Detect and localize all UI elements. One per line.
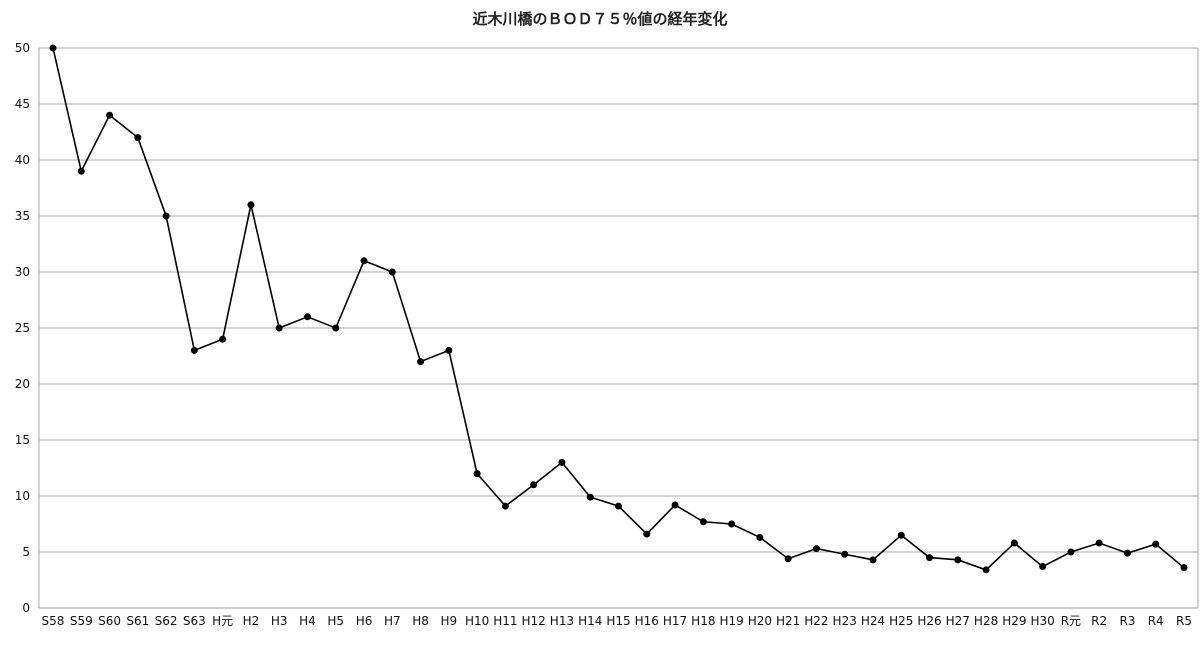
data-point xyxy=(417,358,425,366)
y-tick-label: 5 xyxy=(22,545,30,559)
data-point xyxy=(671,501,679,509)
x-tick-label: H16 xyxy=(635,614,659,628)
y-tick-label: 0 xyxy=(22,601,30,615)
x-tick-label: S61 xyxy=(126,614,149,628)
x-tick-label: H4 xyxy=(299,614,316,628)
x-tick-label: H3 xyxy=(271,614,288,628)
y-tick-label: 30 xyxy=(15,265,30,279)
x-tick-label: H元 xyxy=(212,614,233,628)
x-tick-label: S60 xyxy=(98,614,121,628)
x-tick-label: S62 xyxy=(155,614,178,628)
data-point xyxy=(162,212,170,220)
x-tick-label: H18 xyxy=(691,614,715,628)
data-point xyxy=(473,470,481,478)
y-tick-label: 10 xyxy=(15,489,30,503)
x-tick-label: S59 xyxy=(70,614,93,628)
x-tick-label: S63 xyxy=(183,614,206,628)
data-point xyxy=(954,556,962,564)
data-point xyxy=(303,313,311,321)
y-tick-label: 40 xyxy=(15,153,30,167)
y-tick-label: 25 xyxy=(15,321,30,335)
data-point xyxy=(1180,564,1188,572)
data-point xyxy=(332,324,340,332)
x-tick-label: R3 xyxy=(1119,614,1135,628)
data-point xyxy=(1095,539,1103,547)
x-tick-label: H28 xyxy=(974,614,998,628)
x-tick-label: H5 xyxy=(327,614,344,628)
x-tick-label: H8 xyxy=(412,614,429,628)
data-point xyxy=(728,520,736,528)
x-tick-label: R元 xyxy=(1061,614,1081,628)
data-point xyxy=(982,566,990,574)
data-point xyxy=(784,555,792,563)
x-tick-label: S58 xyxy=(42,614,65,628)
x-tick-label: H17 xyxy=(663,614,687,628)
data-point xyxy=(699,518,707,526)
data-line xyxy=(52,47,1185,571)
x-tick-label: H13 xyxy=(550,614,574,628)
data-point xyxy=(615,502,622,510)
y-tick-label: 20 xyxy=(15,377,30,391)
x-tick-label: H9 xyxy=(441,614,458,628)
data-point xyxy=(275,324,283,332)
x-tick-label: H26 xyxy=(917,614,941,628)
data-point xyxy=(360,257,368,265)
data-point xyxy=(388,268,396,276)
data-point xyxy=(190,346,198,354)
x-tick-label: H22 xyxy=(804,614,828,628)
x-tick-label: H21 xyxy=(776,614,800,628)
x-tick-label: R5 xyxy=(1176,614,1192,628)
x-tick-label: H29 xyxy=(1002,614,1026,628)
data-point xyxy=(812,545,820,553)
x-tick-label: H10 xyxy=(465,614,489,628)
x-tick-label: H11 xyxy=(493,614,517,628)
data-point xyxy=(1039,563,1047,571)
data-point xyxy=(643,530,651,538)
x-tick-label: H30 xyxy=(1030,614,1054,628)
data-point xyxy=(1123,549,1131,557)
y-tick-label: 15 xyxy=(15,433,30,447)
data-point xyxy=(106,111,114,119)
x-tick-label: H25 xyxy=(889,614,913,628)
data-point xyxy=(756,533,764,541)
data-point xyxy=(1010,539,1018,547)
data-point xyxy=(134,134,142,142)
x-tick-label: H24 xyxy=(861,614,885,628)
y-tick-label: 45 xyxy=(15,97,30,111)
x-tick-label: H12 xyxy=(522,614,546,628)
x-tick-label: H23 xyxy=(833,614,857,628)
data-point xyxy=(530,481,538,489)
data-point xyxy=(501,502,509,510)
data-point xyxy=(586,493,594,501)
x-tick-label: H20 xyxy=(748,614,772,628)
data-point xyxy=(869,556,877,564)
x-tick-label: H19 xyxy=(719,614,743,628)
x-tick-label: H27 xyxy=(946,614,970,628)
y-tick-label: 50 xyxy=(15,41,30,55)
x-tick-label: H14 xyxy=(578,614,602,628)
y-tick-label: 35 xyxy=(15,209,30,223)
data-point xyxy=(841,550,849,558)
x-tick-label: H15 xyxy=(606,614,630,628)
x-tick-label: H6 xyxy=(356,614,373,628)
data-point xyxy=(49,44,57,52)
x-tick-label: H7 xyxy=(384,614,401,628)
x-tick-label: R4 xyxy=(1148,614,1164,628)
x-tick-label: H2 xyxy=(243,614,260,628)
data-point xyxy=(219,335,227,343)
data-point xyxy=(247,201,255,209)
chart-title: 近木川橋のＢＯＤ７５％値の経年変化 xyxy=(472,10,728,28)
data-point xyxy=(926,554,934,562)
data-point xyxy=(1067,548,1075,556)
x-tick-label: R2 xyxy=(1091,614,1107,628)
data-point xyxy=(1152,540,1160,548)
data-point xyxy=(445,346,453,354)
data-point xyxy=(558,458,566,466)
data-point xyxy=(77,167,85,175)
data-point xyxy=(897,531,905,539)
